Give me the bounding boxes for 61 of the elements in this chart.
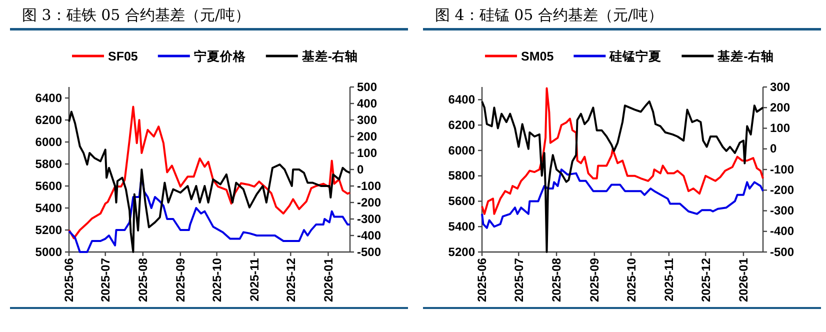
y2-tick-label: 200	[770, 100, 790, 114]
x-tick-label: 2025-12	[698, 258, 713, 302]
y-tick-label: 6400	[448, 92, 476, 107]
chart-title: 图 3：硅铁 05 合约基差（元/吨）	[22, 6, 250, 24]
legend-label: 宁夏价格	[194, 48, 247, 64]
y-tick-label: 5400	[448, 219, 476, 234]
y-tick-label: 6200	[35, 112, 62, 127]
y-tick-label: 5000	[35, 244, 62, 259]
x-tick-label: 2026-01	[736, 258, 751, 302]
y-tick-label: 5200	[35, 222, 62, 237]
x-tick-label: 2026-01	[321, 258, 336, 302]
x-tick-label: 2025-11	[248, 258, 262, 302]
y2-tick-label: 0	[770, 142, 777, 156]
line-series	[481, 168, 764, 229]
y2-tick-label: 100	[357, 146, 378, 160]
y2-tick-label: -500	[357, 244, 382, 259]
legend-label: SF05	[108, 50, 138, 64]
x-tick-label: 2025-07	[98, 258, 113, 302]
legend-label: 基差-右轴	[716, 50, 774, 64]
y2-tick-label: 100	[770, 121, 790, 136]
legend-label: SM05	[521, 50, 554, 64]
y2-tick-label: -400	[770, 224, 794, 238]
x-tick-label: 2025-06	[62, 258, 76, 302]
y-tick-label: 5600	[448, 194, 476, 208]
x-tick-label: 2025-08	[136, 258, 150, 302]
y2-tick-label: 300	[770, 80, 790, 94]
x-tick-label: 2025-12	[284, 258, 298, 302]
legend-label: 基差-右轴	[300, 50, 358, 64]
y2-tick-label: -100	[357, 178, 382, 193]
y-tick-label: 5200	[448, 244, 476, 259]
y2-tick-label: 200	[357, 129, 378, 144]
y-tick-label: 5800	[448, 168, 476, 183]
y2-tick-label: -200	[770, 182, 794, 197]
y-tick-label: 6000	[448, 143, 476, 158]
y2-tick-label: 0	[357, 162, 364, 176]
y-tick-label: 6400	[35, 90, 62, 105]
x-tick-label: 2025-08	[550, 258, 564, 302]
x-tick-label: 2025-06	[475, 258, 490, 302]
y2-tick-label: 300	[357, 112, 378, 127]
y-tick-label: 6000	[35, 134, 62, 149]
y2-tick-label: -100	[770, 162, 794, 176]
y2-tick-label: -300	[770, 204, 794, 218]
y-tick-label: 5400	[35, 200, 62, 215]
y2-tick-label: -500	[770, 244, 794, 259]
line-series	[481, 87, 764, 215]
x-tick-label: 2025-10	[210, 258, 224, 302]
y-tick-label: 5800	[35, 156, 62, 171]
y2-tick-label: 400	[357, 96, 378, 110]
y2-tick-label: -300	[357, 212, 382, 226]
x-tick-label: 2025-09	[588, 258, 602, 302]
x-tick-label: 2025-07	[512, 258, 526, 302]
y2-tick-label: 500	[357, 80, 378, 94]
x-tick-label: 2025-11	[662, 258, 676, 302]
chart-title: 图 4：硅锰 05 合约基差（元/吨）	[435, 6, 663, 24]
y-tick-label: 6200	[448, 118, 476, 132]
y2-tick-label: -400	[357, 228, 382, 242]
legend-label: 硅锰宁夏	[608, 48, 662, 64]
y2-tick-label: -200	[357, 195, 382, 210]
x-tick-label: 2025-10	[624, 258, 638, 302]
y-tick-label: 5600	[35, 178, 62, 193]
x-tick-label: 2025-09	[174, 258, 188, 302]
